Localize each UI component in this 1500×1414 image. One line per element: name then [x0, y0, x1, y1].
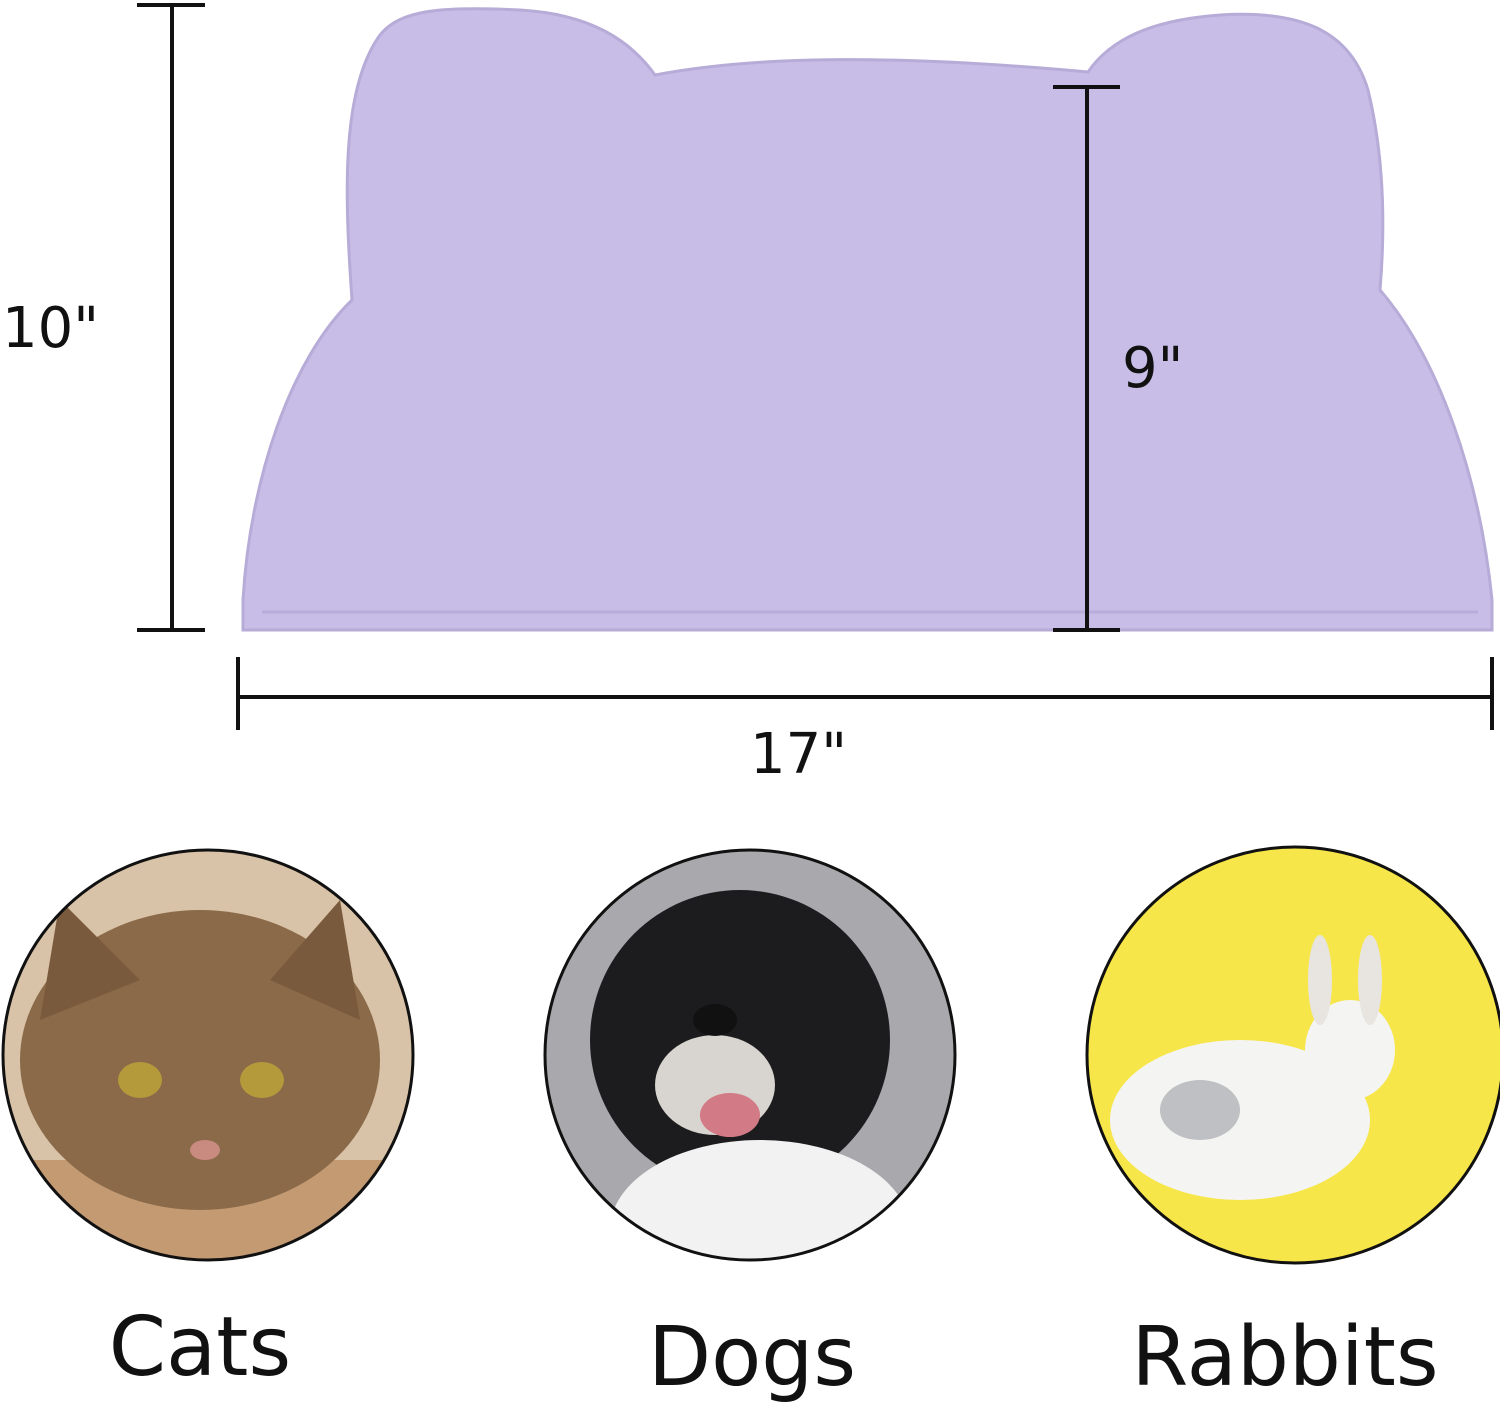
dog-photo	[545, 850, 955, 1260]
pet-label-dogs: Dogs	[647, 1310, 857, 1405]
width-label: 17"	[750, 722, 848, 787]
pet-label-cats: Cats	[108, 1300, 292, 1395]
cat-photo	[3, 850, 413, 1260]
rabbit-photo	[1087, 847, 1500, 1263]
dimension-lines	[137, 3, 1494, 730]
cat-shaped-mat	[241, 7, 1494, 632]
height-outer-label: 10"	[2, 296, 100, 361]
height-inner-label: 9"	[1122, 336, 1184, 401]
pet-label-rabbits: Rabbits	[1131, 1310, 1439, 1405]
